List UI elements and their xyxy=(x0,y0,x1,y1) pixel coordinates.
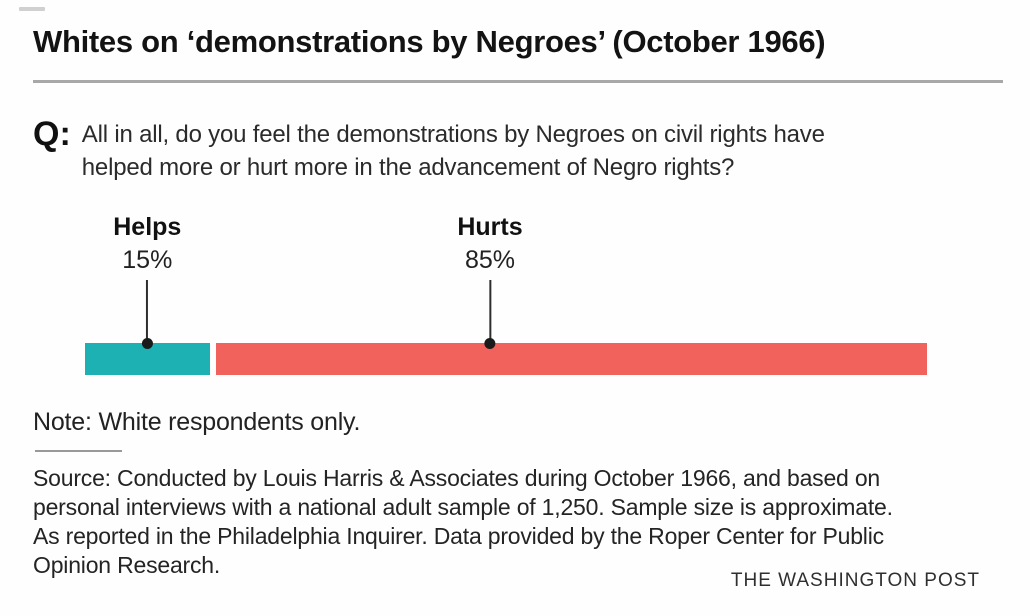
survey-question: Q: All in all, do you feel the demonstra… xyxy=(33,115,825,184)
stacked-bar-chart: Helps 15% Hurts 85% xyxy=(85,212,927,378)
question-line-2: helped more or hurt more in the advancem… xyxy=(81,154,735,181)
bar-segment-hurts xyxy=(216,343,927,375)
annotation-hurts: Hurts 85% xyxy=(457,212,523,349)
source-line-3: As reported in the Philadelphia Inquirer… xyxy=(33,523,884,549)
helps-marker-dot xyxy=(141,338,153,349)
note-source-divider xyxy=(35,450,122,452)
chart-title: Whites on ‘demonstrations by Negroes’ (O… xyxy=(33,24,826,59)
helps-value-label: 15% xyxy=(122,246,173,274)
question-line-1: All in all, do you feel the demonstratio… xyxy=(81,121,825,148)
source-text: Source: Conducted by Louis Harris & Asso… xyxy=(33,464,893,580)
bar-track xyxy=(85,343,927,375)
annotation-helps: Helps 15% xyxy=(113,212,181,349)
publisher-credit: THE WASHINGTON POST xyxy=(730,570,980,591)
question-prefix: Q: xyxy=(33,115,71,153)
title-divider xyxy=(33,80,1003,83)
hurts-leader-line xyxy=(488,280,491,340)
helps-leader-line xyxy=(146,280,149,340)
source-line-4: Opinion Research. xyxy=(33,552,221,578)
hurts-marker-dot xyxy=(484,338,496,349)
source-line-1: Source: Conducted by Louis Harris & Asso… xyxy=(33,465,881,491)
hurts-category-label: Hurts xyxy=(457,213,523,241)
helps-category-label: Helps xyxy=(113,213,182,241)
source-line-2: personal interviews with a national adul… xyxy=(33,494,893,520)
note-text: Note: White respondents only. xyxy=(33,408,361,436)
hurts-value-label: 85% xyxy=(464,246,516,274)
question-text: All in all, do you feel the demonstratio… xyxy=(82,118,825,184)
top-left-dash xyxy=(19,7,45,11)
